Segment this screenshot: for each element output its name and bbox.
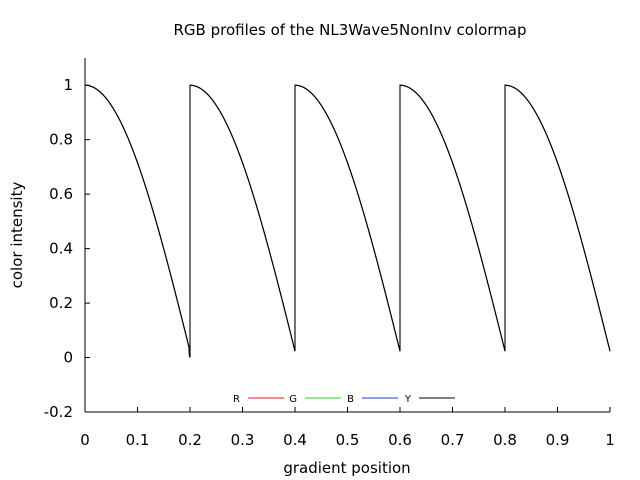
- legend-label-y: Y: [404, 394, 412, 405]
- series-line-g: [84, 84, 611, 358]
- legend-label-g: G: [289, 394, 297, 405]
- x-tick-label: 0.1: [126, 431, 150, 449]
- chart-title: RGB profiles of the NL3Wave5NonInv color…: [174, 21, 527, 39]
- legend-label-r: R: [233, 394, 240, 405]
- series-line-r: [84, 84, 611, 358]
- y-axis-title: color intensity: [8, 182, 26, 289]
- y-tick-label: 0.8: [49, 131, 73, 149]
- x-tick-label: 0.6: [388, 431, 412, 449]
- y-tick-label: 0.2: [49, 294, 73, 312]
- x-tick-label: 0.5: [336, 431, 360, 449]
- x-axis-title: gradient position: [283, 459, 410, 477]
- x-tick-label: 0.8: [493, 431, 517, 449]
- y-tick-label: 0.6: [49, 185, 73, 203]
- x-tick-label: 0.2: [178, 431, 202, 449]
- axes: [84, 58, 610, 413]
- series-line-y: [84, 84, 611, 358]
- y-tick-label: 1: [63, 76, 73, 94]
- legend-label-b: B: [347, 394, 354, 405]
- x-tick-label: 0.4: [283, 431, 307, 449]
- x-tick-label: 0: [80, 431, 90, 449]
- y-tick-label: -0.2: [44, 403, 73, 421]
- series-lines: [84, 84, 611, 358]
- series-line-b: [84, 84, 611, 358]
- x-tick-label: 0.9: [546, 431, 570, 449]
- x-tick-label: 1: [605, 431, 615, 449]
- x-tick-label: 0.7: [441, 431, 465, 449]
- x-ticks: 0 0.1 0.2 0.3 0.4 0.5 0.6 0.7 0.8 0.9 1: [80, 407, 615, 449]
- x-tick-label: 0.3: [231, 431, 255, 449]
- y-tick-label: 0: [63, 349, 73, 367]
- y-ticks: -0.2 0 0.2 0.4 0.6 0.8 1: [44, 76, 90, 421]
- y-tick-label: 0.4: [49, 240, 73, 258]
